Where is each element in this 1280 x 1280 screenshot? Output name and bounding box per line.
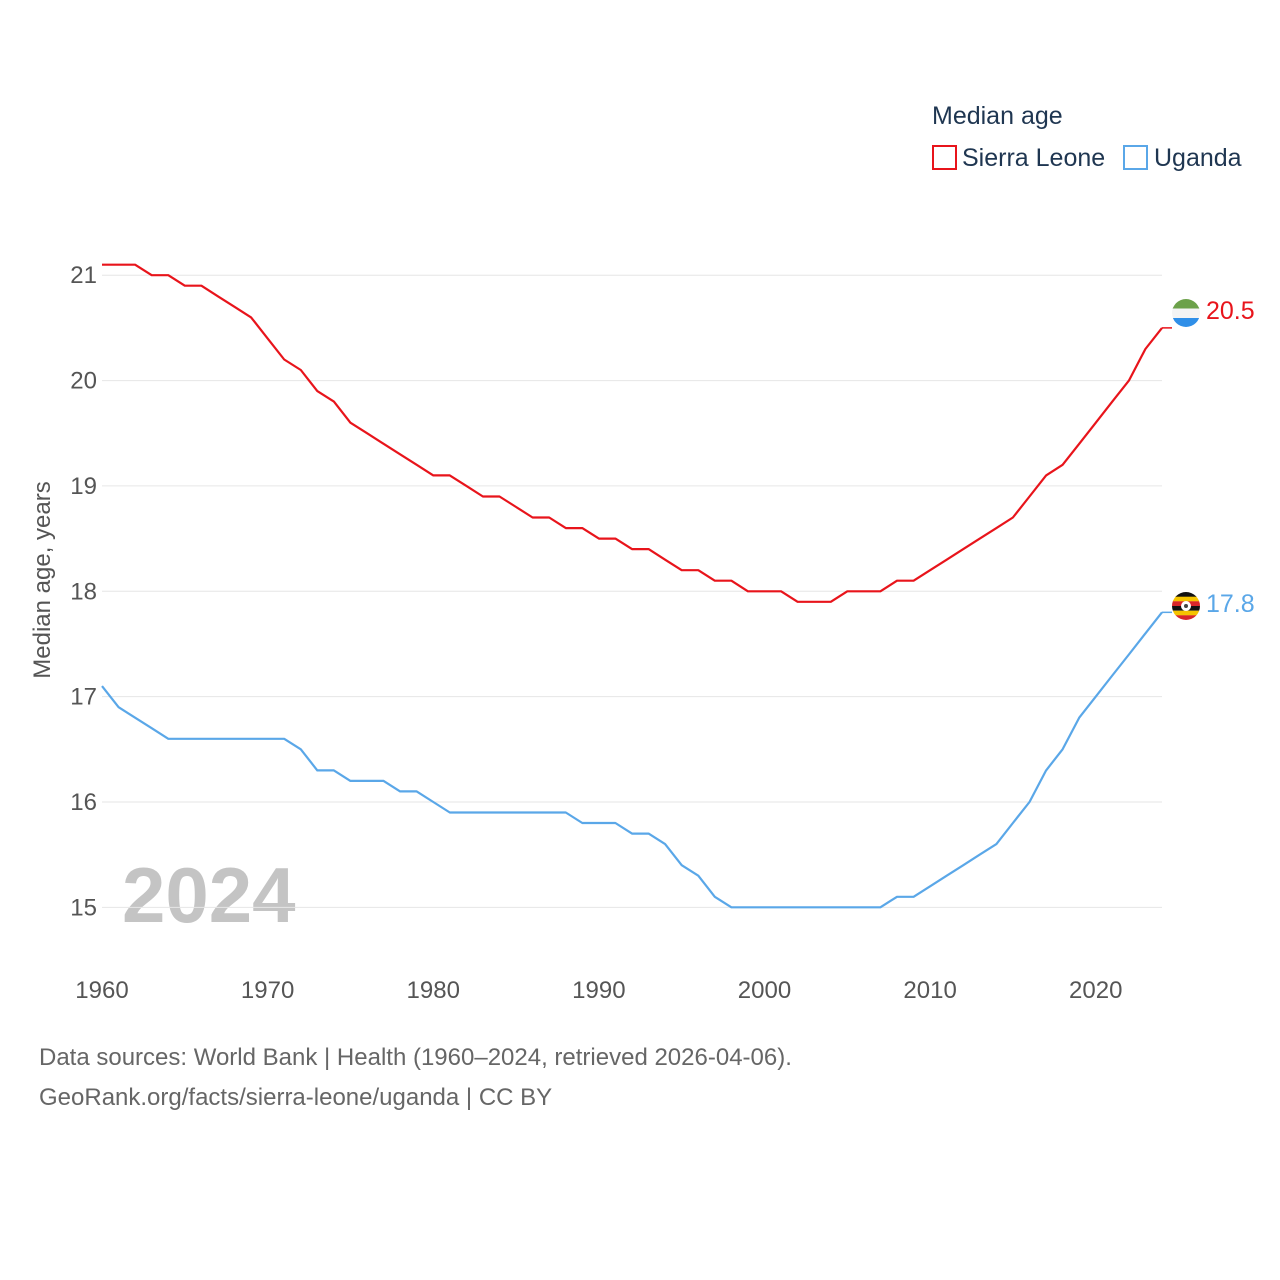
legend: Median age Sierra Leone Uganda	[932, 102, 1242, 172]
attribution-link[interactable]: GeoRank.org/facts/sierra-leone/uganda | …	[39, 1084, 553, 1111]
y-axis-title: Median age, years	[29, 481, 56, 678]
y-tick-label: 19	[70, 473, 97, 500]
legend-label-sierra-leone[interactable]: Sierra Leone	[962, 144, 1105, 172]
series-line-uganda[interactable]	[101, 611, 1163, 909]
x-tick-label: 1970	[241, 977, 294, 1004]
end-label-uganda: 17.8	[1206, 590, 1255, 618]
x-tick-label: 2020	[1069, 977, 1122, 1004]
sierra-leone-flag-icon	[1172, 299, 1200, 327]
x-tick-label: 2010	[903, 977, 956, 1004]
legend-title: Median age	[932, 102, 1063, 130]
x-tick-label: 1980	[407, 977, 460, 1004]
y-tick-label: 15	[70, 894, 97, 921]
x-tick-label: 2000	[738, 977, 791, 1004]
y-axis: 15 16 17 18 19 20 21	[70, 262, 97, 921]
y-tick-label: 21	[70, 262, 97, 289]
x-tick-label: 1960	[75, 977, 128, 1004]
x-axis: 1960 1970 1980 1990 2000 2010 2020	[75, 977, 1122, 1004]
legend-swatch-uganda[interactable]	[1123, 145, 1148, 170]
y-tick-label: 20	[70, 368, 97, 395]
y-tick-label: 18	[70, 578, 97, 605]
uganda-flag-icon	[1172, 592, 1200, 620]
gridlines	[102, 274, 1162, 908]
legend-swatch-sierra-leone[interactable]	[932, 145, 957, 170]
series-lines	[101, 263, 1172, 909]
y-tick-label: 17	[70, 684, 97, 711]
legend-label-uganda[interactable]: Uganda	[1154, 144, 1242, 172]
series-line-sierra-leone[interactable]	[102, 263, 1163, 603]
x-tick-label: 1990	[572, 977, 625, 1004]
end-label-sierra-leone: 20.5	[1206, 297, 1255, 325]
y-tick-label: 16	[70, 789, 97, 816]
year-watermark: 2024	[122, 851, 296, 939]
data-source-note: Data sources: World Bank | Health (1960–…	[39, 1044, 792, 1071]
